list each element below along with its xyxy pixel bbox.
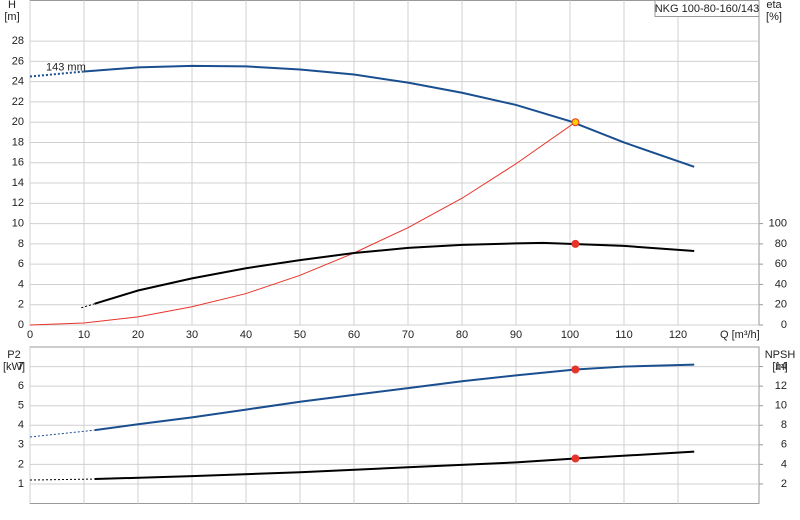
y2-axis-unit: [%] [766,11,782,23]
y-tick-label: 20 [12,116,24,128]
y-axis-label: H [8,0,16,11]
y2-tick-label: 0 [781,319,787,331]
y-tick-label: 22 [12,96,24,108]
y2-tick-label: 80 [775,238,787,250]
x-tick-label: 120 [669,329,687,341]
y-tick-label: 4 [18,419,24,431]
y2-tick-label: 40 [775,278,787,290]
y2-tick-label: 6 [781,439,787,451]
y-tick-label: 4 [18,278,24,290]
y-axis-unit: [kW] [3,361,25,373]
y-tick-label: 14 [12,177,24,189]
y2-tick-label: 60 [775,258,787,270]
y-tick-label: 8 [18,238,24,250]
curve [94,241,695,305]
y-axis-unit: [m] [4,11,19,23]
x-tick-label: 40 [240,329,252,341]
x-tick-label: 60 [348,329,360,341]
curve [29,70,85,78]
x-tick-label: 70 [402,329,414,341]
y-tick-label: 2 [18,458,24,470]
y2-axis-label: NPSH [765,349,796,361]
x-axis-label: Q [m³/h] [720,329,760,341]
x-tick-label: 20 [132,329,144,341]
curve [83,64,695,168]
title-box [654,0,760,17]
y2-tick-label: 100 [769,218,787,230]
y2-tick-label: 20 [775,299,787,311]
annotation: 143 mm [46,61,86,73]
y-tick-label: 18 [12,136,24,148]
curve [94,450,695,481]
duty-point [571,118,580,127]
x-tick-label: 100 [561,329,579,341]
y-tick-label: 26 [12,55,24,67]
y-tick-label: 3 [18,439,24,451]
x-tick-label: 80 [456,329,468,341]
y-tick-label: 24 [12,76,24,88]
y2-tick-label: 12 [775,380,787,392]
y2-tick-label: 14 [775,360,787,372]
y2-axis-unit: [m] [772,361,787,373]
duty-point [571,239,580,248]
y-tick-label: 16 [12,157,24,169]
y2-tick-label: 10 [775,400,787,412]
y-tick-label: 12 [12,197,24,209]
y-tick-label: 6 [18,380,24,392]
x-tick-label: 30 [186,329,198,341]
y2-axis-label: eta [766,0,782,11]
x-tick-label: 110 [615,329,633,341]
y-axis-label: P2 [7,349,20,361]
duty-point [571,365,580,374]
curve [94,363,695,432]
y2-tick-label: 4 [781,458,787,470]
y2-tick-label: 2 [781,478,787,490]
y-tick-label: 5 [18,400,24,412]
curve [29,478,95,481]
curve [29,121,576,326]
y-tick-label: 28 [12,35,24,47]
x-tick-label: 50 [294,329,306,341]
y-tick-label: 10 [12,218,24,230]
y2-tick-label: 8 [781,419,787,431]
y-tick-label: 2 [18,299,24,311]
y-tick-label: 0 [18,319,24,331]
chart-title: NKG 100-80-160/143 [655,3,760,15]
curve [29,429,95,438]
x-tick-label: 10 [78,329,90,341]
x-tick-label: 0 [27,329,33,341]
y-tick-label: 6 [18,258,24,270]
y-tick-label: 1 [18,478,24,490]
duty-point [571,454,580,463]
x-tick-label: 90 [510,329,522,341]
y-tick-label: 7 [18,360,24,372]
